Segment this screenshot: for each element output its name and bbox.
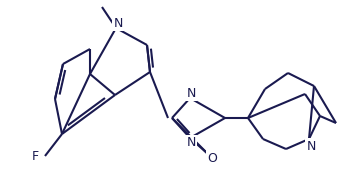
Text: N: N (306, 139, 316, 152)
Text: N: N (186, 87, 196, 100)
Text: N: N (186, 137, 196, 150)
Text: N: N (113, 16, 123, 29)
Text: F: F (32, 150, 39, 163)
Text: O: O (207, 151, 217, 164)
